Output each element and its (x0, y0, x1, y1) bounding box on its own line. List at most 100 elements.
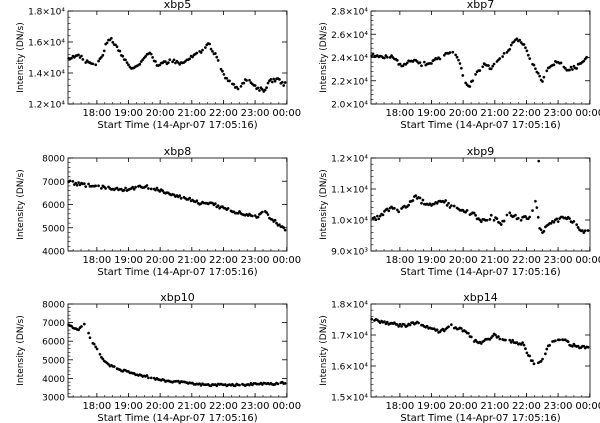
data-point (521, 42, 524, 46)
data-point (415, 60, 419, 63)
data-point (410, 59, 413, 63)
data-point (178, 62, 182, 66)
data-point (218, 206, 221, 210)
x-tick-label: 18:00 (385, 108, 414, 119)
data-point (522, 343, 526, 347)
data-point (494, 216, 497, 220)
data-point (579, 229, 583, 233)
data-point (454, 326, 458, 330)
data-point (88, 61, 92, 65)
data-point (78, 183, 82, 187)
data-point (231, 210, 234, 214)
data-point (112, 365, 116, 368)
data-point (468, 335, 472, 338)
data-point (215, 205, 219, 209)
data-point (521, 341, 524, 345)
data-point (487, 337, 490, 341)
data-point (166, 379, 170, 383)
data-point (91, 62, 95, 66)
data-point (498, 57, 502, 60)
data-point (185, 381, 189, 385)
x-tick-label: 21:00 (480, 401, 509, 412)
data-point (478, 340, 482, 344)
data-point (181, 61, 184, 65)
data-point (562, 338, 566, 342)
data-point (166, 61, 170, 65)
data-point (511, 41, 515, 45)
data-point (452, 326, 456, 330)
data-point (398, 322, 402, 326)
data-point (536, 361, 540, 365)
data-point (469, 212, 473, 216)
plot-frame (370, 10, 591, 105)
data-point (538, 74, 542, 78)
data-point (556, 220, 560, 224)
data-point (186, 58, 190, 62)
x-tick-label: 18:00 (82, 401, 111, 412)
data-point (432, 202, 436, 206)
data-point (199, 51, 203, 54)
data-point (122, 58, 126, 62)
data-point (541, 357, 544, 361)
data-point (249, 81, 253, 85)
data-point (104, 187, 108, 190)
data-point (98, 352, 102, 356)
data-point (477, 69, 480, 73)
data-point (213, 383, 217, 386)
data-point (181, 380, 184, 384)
data-point (535, 206, 539, 210)
data-point (524, 347, 527, 351)
data-point (102, 49, 106, 53)
data-point (255, 87, 259, 91)
data-point (393, 57, 396, 61)
data-point (206, 383, 210, 386)
data-point (445, 51, 449, 55)
data-point (545, 224, 549, 227)
data-point (78, 56, 82, 59)
x-axis-label: Start Time (14-Apr-07 17:05:16) (97, 267, 257, 278)
data-point (176, 379, 180, 383)
data-point (481, 65, 485, 69)
data-point (441, 327, 445, 331)
data-point (152, 376, 156, 380)
x-tick-label: 00:00 (575, 255, 600, 266)
data-point (414, 58, 418, 62)
data-point (282, 382, 286, 385)
data-point (258, 212, 261, 216)
data-point (280, 380, 284, 384)
data-point (232, 384, 236, 388)
data-point (377, 319, 381, 323)
data-point (114, 43, 118, 47)
data-point (205, 43, 209, 47)
y-tick-label: 6000 (42, 338, 65, 348)
data-point (71, 326, 75, 330)
data-point (144, 185, 147, 189)
data-point (576, 226, 580, 229)
data-point (492, 218, 496, 222)
data-point (124, 58, 127, 62)
data-point (565, 217, 569, 221)
data-point (155, 64, 159, 67)
data-point (495, 217, 499, 221)
data-point (438, 199, 442, 203)
data-point (263, 88, 267, 92)
data-point (428, 326, 432, 330)
data-point (425, 62, 429, 66)
data-point (248, 383, 251, 387)
data-point (459, 208, 463, 212)
data-point (282, 226, 286, 230)
data-point (522, 43, 526, 46)
data-point (553, 339, 557, 343)
data-point (485, 337, 489, 341)
data-point (273, 218, 277, 222)
data-point (223, 76, 227, 80)
data-point (85, 59, 89, 63)
data-point (118, 368, 122, 372)
data-point (383, 56, 386, 60)
data-point (410, 321, 413, 325)
data-point (492, 62, 496, 66)
data-point (269, 217, 273, 221)
data-point (378, 54, 382, 58)
data-point (134, 185, 137, 189)
data-point (70, 324, 73, 328)
